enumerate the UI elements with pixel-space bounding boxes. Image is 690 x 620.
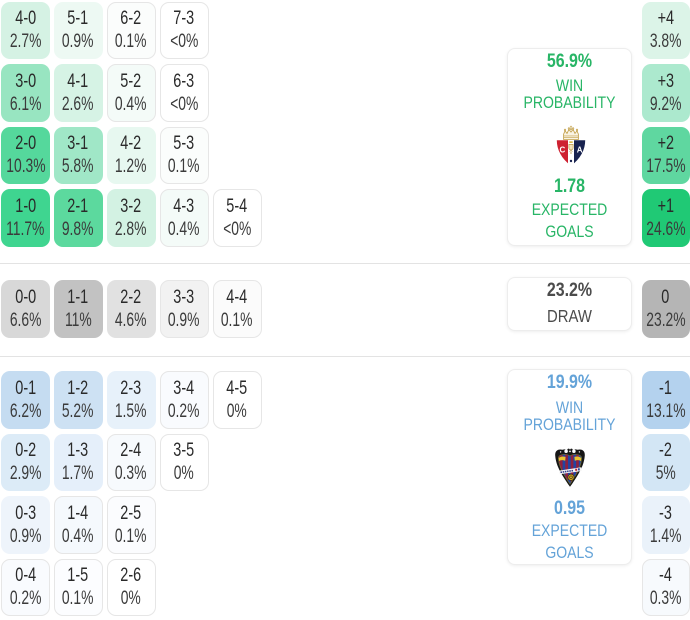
svg-text:A: A — [576, 145, 582, 154]
svg-text:C: C — [559, 145, 565, 154]
